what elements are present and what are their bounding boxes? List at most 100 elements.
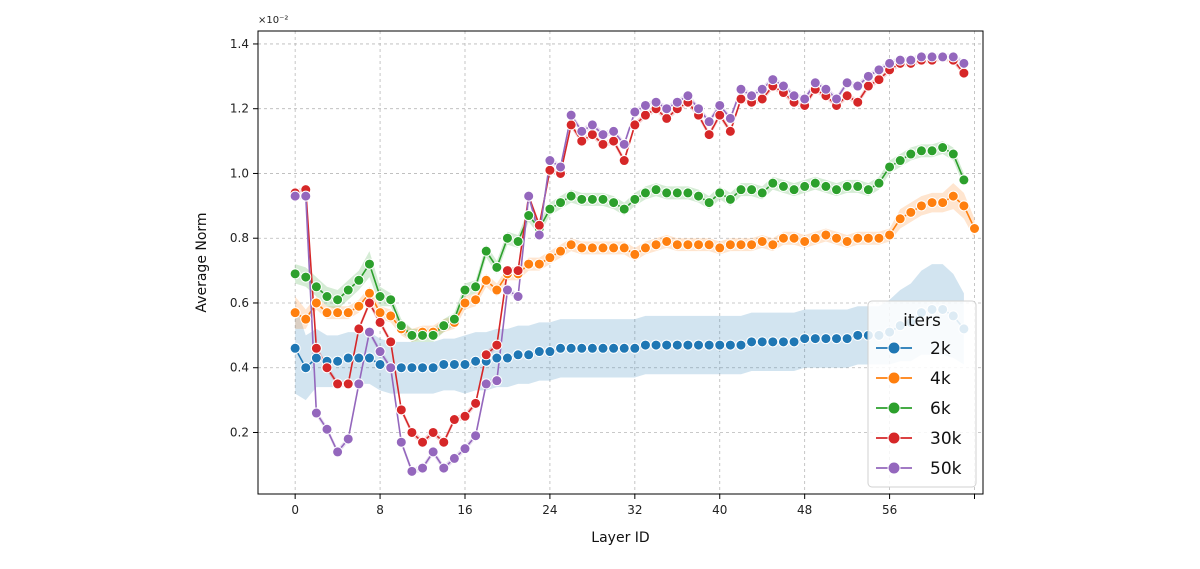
point-4k — [756, 235, 768, 247]
point-30k — [363, 297, 375, 309]
point-2k — [639, 339, 651, 351]
point-30k — [480, 349, 492, 361]
point-2k — [448, 358, 460, 370]
point-4k — [342, 307, 354, 319]
point-50k — [544, 155, 556, 167]
point-2k — [799, 333, 811, 345]
y-tick-label: 0.8 — [230, 231, 249, 245]
point-4k — [969, 223, 981, 235]
point-4k — [353, 300, 365, 312]
point-30k — [597, 138, 609, 150]
point-50k — [448, 452, 460, 464]
point-2k — [427, 362, 439, 374]
point-50k — [756, 83, 768, 95]
legend-swatch-marker — [887, 431, 901, 445]
point-50k — [841, 77, 853, 89]
point-30k — [629, 119, 641, 131]
point-2k — [809, 333, 821, 345]
point-4k — [724, 239, 736, 251]
point-30k — [586, 129, 598, 141]
point-2k — [491, 352, 503, 364]
point-6k — [873, 177, 885, 189]
point-50k — [608, 125, 620, 137]
point-50k — [332, 446, 344, 458]
point-30k — [448, 414, 460, 426]
y-tick-label: 1.4 — [230, 37, 249, 51]
point-4k — [576, 242, 588, 254]
point-2k — [746, 336, 758, 348]
point-4k — [831, 232, 843, 244]
point-6k — [597, 193, 609, 205]
point-2k — [395, 362, 407, 374]
point-6k — [735, 184, 747, 196]
point-50k — [703, 116, 715, 128]
point-4k — [841, 235, 853, 247]
point-6k — [639, 187, 651, 199]
point-4k — [491, 284, 503, 296]
y-tick-label: 0.6 — [230, 296, 249, 310]
y-tick-label: 1.2 — [230, 102, 249, 116]
point-50k — [937, 51, 949, 63]
point-2k — [501, 352, 513, 364]
point-2k — [735, 339, 747, 351]
point-4k — [310, 297, 322, 309]
point-2k — [470, 355, 482, 367]
point-4k — [523, 258, 535, 270]
legend-label: 4k — [930, 369, 951, 389]
point-2k — [406, 362, 418, 374]
point-50k — [650, 96, 662, 108]
point-30k — [385, 336, 397, 348]
y-scale-label: ×10⁻² — [258, 15, 288, 26]
point-2k — [671, 339, 683, 351]
point-50k — [385, 362, 397, 374]
point-50k — [661, 103, 673, 115]
point-50k — [915, 51, 927, 63]
point-4k — [862, 232, 874, 244]
point-30k — [958, 67, 970, 79]
point-2k — [682, 339, 694, 351]
x-tick-label: 48 — [797, 503, 812, 517]
point-50k — [342, 433, 354, 445]
point-6k — [756, 187, 768, 199]
point-50k — [586, 119, 598, 131]
point-50k — [618, 138, 630, 150]
point-6k — [714, 187, 726, 199]
point-4k — [533, 258, 545, 270]
point-2k — [353, 352, 365, 364]
point-6k — [724, 193, 736, 205]
point-6k — [618, 203, 630, 215]
point-6k — [809, 177, 821, 189]
point-30k — [873, 74, 885, 86]
point-2k — [300, 362, 312, 374]
point-2k — [629, 342, 641, 354]
point-4k — [618, 242, 630, 254]
point-50k — [321, 423, 333, 435]
point-4k — [767, 239, 779, 251]
point-50k — [491, 375, 503, 387]
point-50k — [576, 125, 588, 137]
point-30k — [395, 404, 407, 416]
point-50k — [438, 462, 450, 474]
point-6k — [406, 329, 418, 341]
point-50k — [417, 462, 429, 474]
point-2k — [820, 333, 832, 345]
point-2k — [693, 339, 705, 351]
point-2k — [788, 336, 800, 348]
point-4k — [777, 232, 789, 244]
point-4k — [650, 239, 662, 251]
point-50k — [395, 436, 407, 448]
point-50k — [353, 378, 365, 390]
point-6k — [310, 281, 322, 293]
point-6k — [926, 145, 938, 157]
point-4k — [608, 242, 620, 254]
point-50k — [459, 443, 471, 455]
point-30k — [501, 265, 513, 277]
point-4k — [820, 229, 832, 241]
point-50k — [565, 109, 577, 121]
x-axis-label: Layer ID — [591, 530, 649, 546]
point-4k — [363, 287, 375, 299]
point-4k — [332, 307, 344, 319]
point-6k — [374, 290, 386, 302]
plot-frame — [257, 30, 984, 495]
